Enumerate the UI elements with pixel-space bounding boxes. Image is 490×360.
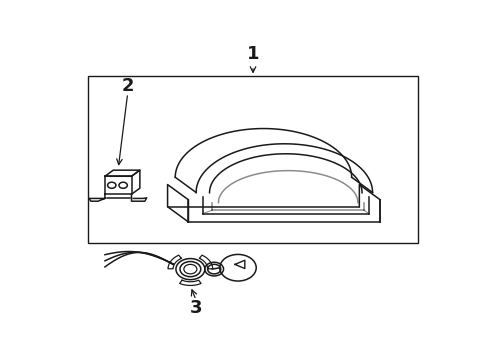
Text: 1: 1 <box>247 45 259 63</box>
Text: 3: 3 <box>190 299 202 317</box>
Bar <box>88 76 418 243</box>
Text: 2: 2 <box>122 77 134 95</box>
